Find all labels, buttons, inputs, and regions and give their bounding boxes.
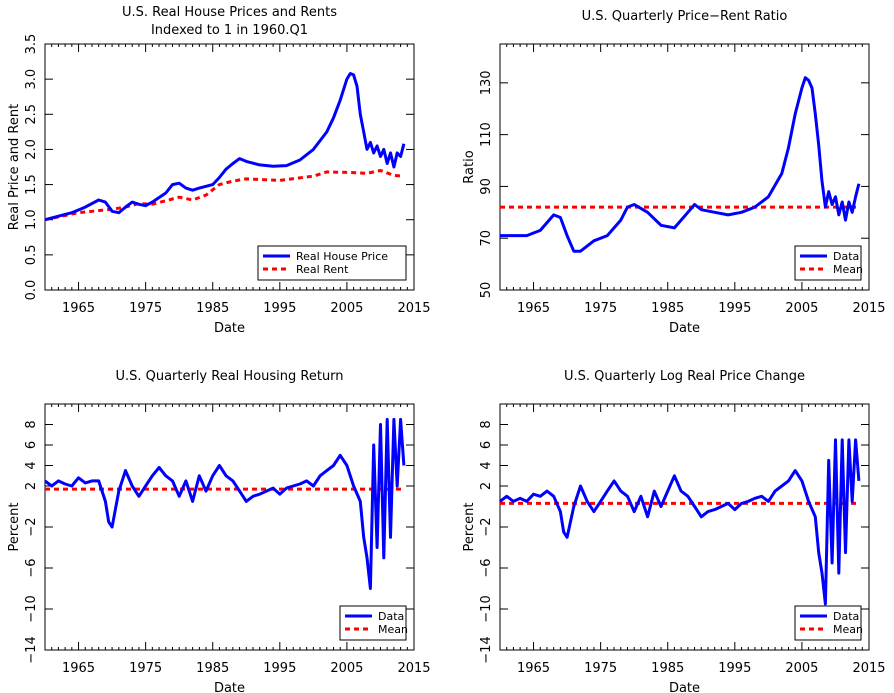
chart-1-y-axis-label: Real Price and Rent	[7, 104, 22, 230]
chart-3-y-tick-label: 2	[24, 482, 39, 490]
chart-2-y-tick-label: 90	[479, 178, 494, 195]
chart-4-series-data-line	[499, 438, 861, 606]
chart-4-x-tick-label: 1965	[517, 661, 550, 676]
chart-3-y-axis-label: Percent	[7, 503, 22, 552]
chart-3-title: U.S. Quarterly Real Housing Return	[115, 369, 343, 384]
chart-1-x-tick-label: 2015	[397, 301, 430, 316]
chart-4-y-tick-label: −14	[479, 636, 494, 663]
chart-1-x-axis-label: Date	[214, 321, 245, 336]
chart-4-title: U.S. Quarterly Log Real Price Change	[564, 369, 805, 384]
chart-4-y-tick-label: −6	[479, 558, 494, 577]
chart-3-legend-label-mean: Mean	[378, 623, 408, 636]
chart-2-x-tick-label: 2015	[852, 301, 885, 316]
chart-3-x-tick-label: 1965	[62, 661, 95, 676]
chart-2-legend-label-mean: Mean	[833, 263, 863, 276]
chart-2-title: U.S. Quarterly Price−Rent Ratio	[582, 9, 788, 24]
chart-4-x-axis-label: Date	[669, 681, 700, 693]
chart-2-x-tick-label: 1965	[517, 301, 550, 316]
chart-4-x-tick-label: 1985	[651, 661, 684, 676]
chart-4-y-tick-label: 2	[479, 482, 494, 490]
chart-2-y-axis-label: Ratio	[462, 150, 477, 183]
chart-3-legend-box	[339, 605, 407, 641]
chart-2-y-tick-label: 130	[479, 70, 494, 95]
chart-4-legend-label-data: Data	[833, 610, 859, 623]
chart-1-x-tick-label: 1975	[129, 301, 162, 316]
chart-3-y-tick-label: 6	[24, 441, 39, 449]
chart-2-legend-label-data: Data	[833, 250, 859, 263]
chart-4-x-tick-label: 1995	[718, 661, 751, 676]
chart-3-y-tick-label: −6	[24, 558, 39, 577]
chart-1-series-real-rent-line	[44, 169, 405, 222]
chart-2-x-tick-label: 1975	[584, 301, 617, 316]
chart-1-x-tick-label: 1965	[62, 301, 95, 316]
chart-2-plot-frame	[499, 43, 870, 291]
chart-4-y-tick-label: 8	[479, 420, 494, 428]
chart-2-x-axis-label: Date	[669, 321, 700, 336]
chart-1-plot-frame	[44, 43, 415, 291]
chart-4-legend-label-mean: Mean	[833, 623, 863, 636]
chart-4-x-tick-label: 2015	[852, 661, 885, 676]
chart-2-y-tick-label: 50	[479, 282, 494, 299]
chart-3-y-tick-label: 4	[24, 461, 39, 469]
chart-1-y-tick-label: 0.0	[24, 280, 39, 301]
chart-2-y-tick-label: 70	[479, 230, 494, 247]
chart-2-x-tick-label: 1985	[651, 301, 684, 316]
chart-1-y-tick-label: 3.0	[24, 69, 39, 90]
chart-3-x-axis-label: Date	[214, 681, 245, 693]
chart-1-y-tick-label: 3.5	[24, 34, 39, 55]
chart-4-y-tick-label: −10	[479, 595, 494, 622]
chart-1-y-tick-label: 1.5	[24, 174, 39, 195]
chart-1-legend-box	[257, 245, 407, 281]
chart-1-x-tick-label: 1985	[196, 301, 229, 316]
chart-2-y-tick-label: 110	[479, 122, 494, 147]
chart-1-legend-label-real-rent: Real Rent	[296, 263, 349, 276]
chart-1-x-tick-label: 1995	[263, 301, 296, 316]
chart-3-y-tick-label: −14	[24, 636, 39, 663]
chart-4-y-tick-label: 4	[479, 461, 494, 469]
chart-3-x-tick-label: 1995	[263, 661, 296, 676]
chart-3-x-tick-label: 2015	[397, 661, 430, 676]
chart-4-legend-box	[794, 605, 862, 641]
chart-1-y-tick-label: 0.5	[24, 245, 39, 266]
chart-3-y-tick-label: 8	[24, 420, 39, 428]
chart-3-y-tick-label: −2	[24, 517, 39, 536]
chart-1-legend-label-real-house-price: Real House Price	[296, 250, 388, 263]
chart-3-y-tick-label: −10	[24, 595, 39, 622]
chart-4-y-axis-label: Percent	[462, 503, 477, 552]
chart-2-x-tick-label: 2005	[785, 301, 818, 316]
chart-4-x-tick-label: 2005	[785, 661, 818, 676]
chart-3-x-tick-label: 1985	[196, 661, 229, 676]
chart-1-subtitle: Indexed to 1 in 1960.Q1	[151, 23, 308, 38]
chart-3-legend-label-data: Data	[378, 610, 404, 623]
chart-2-legend-box	[794, 245, 862, 281]
chart-4-x-tick-label: 1975	[584, 661, 617, 676]
chart-4-y-tick-label: −2	[479, 517, 494, 536]
chart-3-x-tick-label: 2005	[330, 661, 363, 676]
chart-3-series-data-line	[44, 417, 406, 590]
chart-2-series-data-line	[500, 76, 861, 253]
chart-4-y-tick-label: 6	[479, 441, 494, 449]
chart-2-x-tick-label: 1995	[718, 301, 751, 316]
chart-3-x-tick-label: 1975	[129, 661, 162, 676]
chart-1-y-tick-label: 1.0	[24, 209, 39, 230]
chart-1-series-real-house-price-line	[44, 72, 406, 222]
chart-1-x-tick-label: 2005	[330, 301, 363, 316]
chart-1-y-tick-label: 2.0	[24, 139, 39, 160]
chart-1-title: U.S. Real House Prices and Rents	[122, 5, 337, 20]
chart-1-y-tick-label: 2.5	[24, 104, 39, 125]
